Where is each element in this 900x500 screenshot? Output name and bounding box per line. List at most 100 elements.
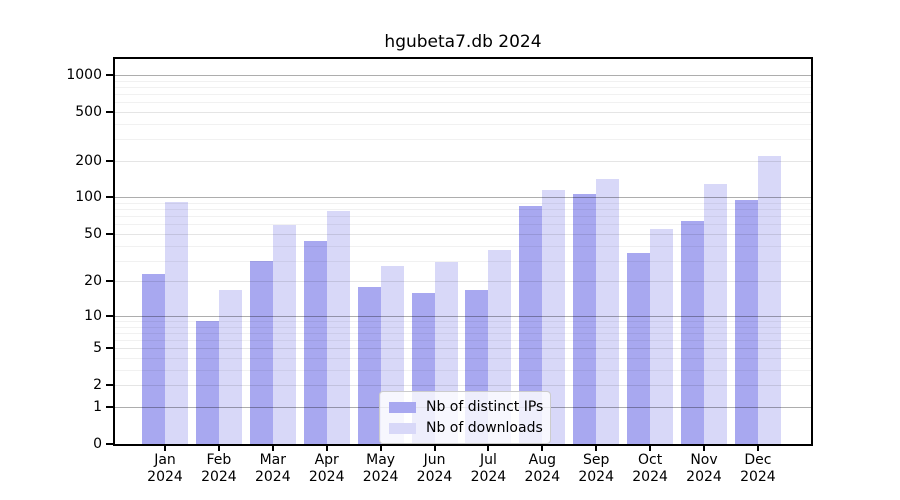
bar-downloads-dec bbox=[757, 155, 781, 444]
y-tick-mark-100 bbox=[106, 196, 114, 199]
y-tick-label-200: 200 bbox=[75, 152, 102, 169]
y-tick-label-5: 5 bbox=[93, 340, 102, 357]
legend-entry-distinct-ips: Nb of distinct IPs bbox=[389, 399, 544, 415]
bar-downloads-feb bbox=[218, 289, 242, 444]
gridline-500 bbox=[115, 111, 811, 113]
bar-distinct-ips-oct bbox=[627, 252, 651, 444]
bar-downloads-mar bbox=[272, 225, 296, 444]
gridline-700 bbox=[115, 93, 811, 95]
x-tick-mark-jan bbox=[164, 446, 166, 451]
y-tick-label-1: 1 bbox=[93, 398, 102, 415]
gridline-60 bbox=[115, 224, 811, 226]
y-tick-label-100: 100 bbox=[75, 189, 102, 206]
x-tick-label-may: May 2024 bbox=[362, 452, 399, 485]
legend-label-distinct-ips: Nb of distinct IPs bbox=[426, 399, 544, 415]
y-tick-label-2: 2 bbox=[93, 377, 102, 394]
y-tick-mark-0 bbox=[106, 443, 114, 445]
y-tick-mark-2 bbox=[106, 384, 114, 387]
gridline-8 bbox=[115, 326, 811, 328]
y-tick-label-500: 500 bbox=[75, 103, 102, 120]
gridline-1000 bbox=[115, 74, 811, 76]
bar-downloads-sep bbox=[596, 178, 620, 444]
gridline-30 bbox=[115, 260, 811, 262]
x-tick-label-jun: Jun 2024 bbox=[416, 452, 453, 485]
x-tick-label-dec: Dec 2024 bbox=[740, 452, 776, 485]
chart-title: hgubeta7.db 2024 bbox=[384, 32, 542, 52]
x-tick-mark-nov bbox=[703, 446, 705, 451]
legend-label-downloads: Nb of downloads bbox=[426, 420, 543, 436]
x-tick-label-oct: Oct 2024 bbox=[632, 452, 668, 485]
y-tick-label-0: 0 bbox=[93, 436, 102, 452]
bar-downloads-jan bbox=[165, 201, 188, 444]
gridline-5 bbox=[115, 348, 811, 350]
x-tick-label-apr: Apr 2024 bbox=[308, 452, 345, 485]
x-tick-mark-jul bbox=[487, 446, 490, 451]
x-tick-label-nov: Nov 2024 bbox=[686, 452, 722, 485]
gridline-20 bbox=[115, 281, 811, 283]
x-tick-label-aug: Aug 2024 bbox=[524, 452, 561, 485]
gridline-80 bbox=[115, 209, 811, 211]
legend-swatch-downloads bbox=[389, 422, 416, 434]
y-tick-mark-1000 bbox=[106, 73, 114, 76]
x-tick-label-mar: Mar 2024 bbox=[254, 452, 291, 485]
y-tick-label-20: 20 bbox=[84, 273, 102, 290]
bar-distinct-ips-dec bbox=[734, 199, 758, 444]
x-tick-mark-jun bbox=[433, 446, 436, 451]
gridline-70 bbox=[115, 216, 811, 218]
gridline-800 bbox=[115, 86, 811, 88]
bar-distinct-ips-apr bbox=[303, 240, 327, 444]
x-tick-label-jan: Jan 2024 bbox=[147, 452, 183, 485]
bar-distinct-ips-feb bbox=[195, 321, 219, 444]
gridline-2 bbox=[115, 385, 811, 387]
bar-distinct-ips-may bbox=[357, 286, 381, 444]
gridline-6 bbox=[115, 340, 811, 342]
y-tick-label-10: 10 bbox=[84, 307, 102, 324]
x-tick-mark-feb bbox=[217, 446, 220, 451]
gridline-900 bbox=[115, 80, 811, 82]
y-tick-mark-500 bbox=[106, 110, 114, 113]
x-tick-mark-apr bbox=[325, 446, 328, 451]
gridline-50 bbox=[115, 233, 811, 235]
x-tick-mark-mar bbox=[271, 446, 274, 451]
gridline-90 bbox=[115, 203, 811, 205]
x-tick-label-jul: Jul 2024 bbox=[470, 452, 507, 485]
gridline-10 bbox=[115, 315, 811, 317]
gridline-300 bbox=[115, 139, 811, 141]
y-tick-label-1000: 1000 bbox=[66, 66, 102, 83]
bar-distinct-ips-nov bbox=[681, 221, 704, 444]
gridline-40 bbox=[115, 245, 811, 247]
y-tick-mark-50 bbox=[106, 232, 114, 235]
gridline-7 bbox=[115, 332, 811, 334]
y-tick-label-50: 50 bbox=[84, 225, 102, 242]
bar-downloads-oct bbox=[650, 228, 674, 444]
y-tick-mark-10 bbox=[106, 314, 114, 317]
bar-distinct-ips-sep bbox=[573, 194, 597, 444]
x-tick-mark-oct bbox=[649, 446, 652, 451]
bar-downloads-aug bbox=[542, 190, 566, 444]
y-tick-mark-20 bbox=[106, 280, 114, 283]
y-tick-mark-5 bbox=[106, 347, 114, 350]
legend: Nb of distinct IPs Nb of downloads bbox=[379, 391, 551, 444]
bar-distinct-ips-jan bbox=[142, 274, 165, 444]
gridline-100 bbox=[115, 197, 811, 199]
y-tick-mark-1 bbox=[106, 405, 114, 408]
bar-downloads-apr bbox=[326, 210, 350, 444]
x-tick-mark-aug bbox=[541, 446, 544, 451]
gridline-4 bbox=[115, 358, 811, 360]
gridline-9 bbox=[115, 321, 811, 322]
bar-distinct-ips-aug bbox=[519, 206, 543, 444]
x-tick-mark-dec bbox=[756, 446, 759, 451]
x-tick-mark-may bbox=[379, 446, 382, 451]
gridline-200 bbox=[115, 160, 811, 162]
y-tick-mark-200 bbox=[106, 159, 114, 162]
gridline-600 bbox=[115, 102, 811, 104]
plot-area bbox=[115, 59, 811, 444]
x-tick-mark-sep bbox=[595, 446, 598, 451]
legend-swatch-distinct-ips bbox=[389, 401, 416, 413]
x-tick-label-feb: Feb 2024 bbox=[201, 452, 237, 485]
x-tick-label-sep: Sep 2024 bbox=[578, 452, 614, 485]
bar-distinct-ips-mar bbox=[249, 260, 273, 444]
gridline-400 bbox=[115, 123, 811, 125]
legend-entry-downloads: Nb of downloads bbox=[389, 420, 543, 436]
